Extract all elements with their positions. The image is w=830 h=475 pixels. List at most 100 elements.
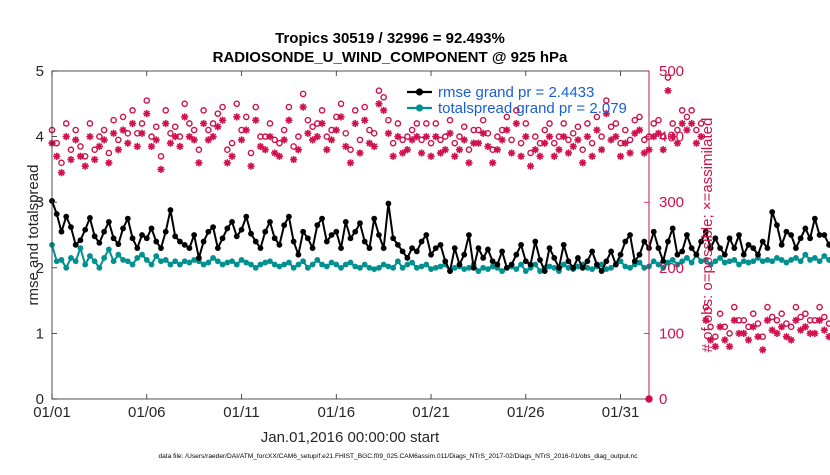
totalspread-point <box>684 255 690 261</box>
obs-possible-point <box>560 120 568 127</box>
rmse-point <box>404 255 411 261</box>
obs-possible-point <box>370 130 378 137</box>
obs-assimilated-point <box>417 149 426 157</box>
rmse-point <box>53 211 60 217</box>
obs-possible-point <box>171 123 179 131</box>
rmse-point <box>650 228 657 235</box>
totalspread-point <box>129 261 136 268</box>
totalspread-point <box>172 258 179 265</box>
y-left-tick-label: 2 <box>36 260 44 277</box>
totalspread-point <box>262 259 269 266</box>
obs-assimilated-point <box>370 142 378 151</box>
totalspread-point <box>276 263 283 270</box>
totalspread-point <box>461 266 468 273</box>
obs-assimilated-point <box>692 139 700 147</box>
totalspread-point <box>338 264 344 271</box>
rmse-point <box>702 228 709 235</box>
obs-possible-point <box>622 126 629 134</box>
obs-possible-point <box>361 103 369 111</box>
rmse-point <box>191 232 198 238</box>
obs-possible-point <box>119 113 127 121</box>
obs-assimilated-point <box>441 146 449 154</box>
obs-possible-point <box>100 126 108 134</box>
obs-assimilated-point <box>451 152 459 160</box>
obs-assimilated-point <box>399 149 407 157</box>
obs-assimilated-point <box>446 129 454 137</box>
obs-assimilated-point <box>342 142 350 151</box>
obs-assimilated-point <box>460 136 468 144</box>
obs-possible-point <box>242 113 250 121</box>
obs-possible-point <box>740 316 748 324</box>
rmse-point <box>451 245 458 252</box>
rmse-point <box>394 241 401 248</box>
rmse-point <box>792 245 799 252</box>
rmse-point <box>470 264 477 271</box>
rmse-point <box>669 225 676 232</box>
obs-assimilated-point <box>432 133 440 141</box>
obs-assimilated-point <box>654 129 663 137</box>
obs-possible-point <box>716 310 724 318</box>
obs-possible-point <box>266 120 274 127</box>
obs-assimilated-point <box>602 110 610 118</box>
totalspread-point <box>759 258 766 265</box>
totalspread-point <box>219 261 226 268</box>
obs-possible-point <box>72 126 79 134</box>
obs-possible-point <box>228 139 236 147</box>
obs-possible-point <box>247 149 255 157</box>
totalspread-point <box>413 264 420 271</box>
rmse-point <box>665 238 671 245</box>
rmse-point <box>172 233 179 240</box>
obs-possible-point <box>91 146 98 154</box>
totalspread-point <box>143 257 150 263</box>
obs-assimilated-point <box>304 129 312 137</box>
rmse-point <box>304 235 311 242</box>
obs-possible-point <box>593 113 601 121</box>
totalspread-point <box>328 259 335 266</box>
totalspread-point <box>323 263 330 270</box>
legend-rmse-marker <box>415 88 424 96</box>
obs-possible-point <box>280 126 288 134</box>
rmse-point <box>541 268 548 274</box>
rmse-point <box>361 238 368 245</box>
obs-possible-point <box>655 116 662 124</box>
obs-possible-point <box>730 303 738 311</box>
totalspread-point <box>205 259 212 266</box>
obs-assimilated-point <box>176 142 184 151</box>
totalspread-point <box>286 259 292 266</box>
obs-possible-point <box>167 130 174 137</box>
obs-possible-point <box>773 316 781 324</box>
rmse-point <box>333 228 340 235</box>
totalspread-point <box>650 258 657 265</box>
obs-assimilated-point <box>479 129 487 137</box>
obs-possible-point <box>394 120 402 127</box>
obs-possible-point <box>584 120 591 127</box>
totalspread-point <box>669 257 676 263</box>
obs-possible-point <box>531 133 539 140</box>
obs-assimilated-point <box>564 149 573 157</box>
obs-assimilated-point <box>147 142 156 151</box>
totalspread-point <box>688 259 695 266</box>
totalspread-point <box>698 258 705 265</box>
totalspread-point <box>191 257 198 263</box>
totalspread-point <box>466 264 472 271</box>
rmse-point <box>262 228 269 235</box>
obs-assimilated-point <box>242 126 250 134</box>
obs-assimilated-point <box>427 152 435 160</box>
rmse-point <box>826 241 830 248</box>
obs-possible-point <box>688 107 695 114</box>
rmse-point <box>679 248 686 255</box>
obs-assimilated-point <box>678 119 686 128</box>
obs-assimilated-point <box>797 326 805 334</box>
rmse-point <box>82 226 89 233</box>
rmse-point <box>248 230 254 237</box>
obs-assimilated-point <box>204 136 212 144</box>
obs-possible-point <box>802 310 809 318</box>
y-right-tick-label: 400 <box>659 129 684 146</box>
obs-assimilated-point <box>583 133 592 141</box>
y-axis-left: 0 1 2 3 4 5 <box>36 63 57 408</box>
totalspread-point <box>153 253 160 259</box>
obs-assimilated-point <box>683 126 691 134</box>
obs-assimilated-point <box>91 155 99 164</box>
obs-possible-point <box>290 143 297 150</box>
rmse-point <box>124 215 131 222</box>
